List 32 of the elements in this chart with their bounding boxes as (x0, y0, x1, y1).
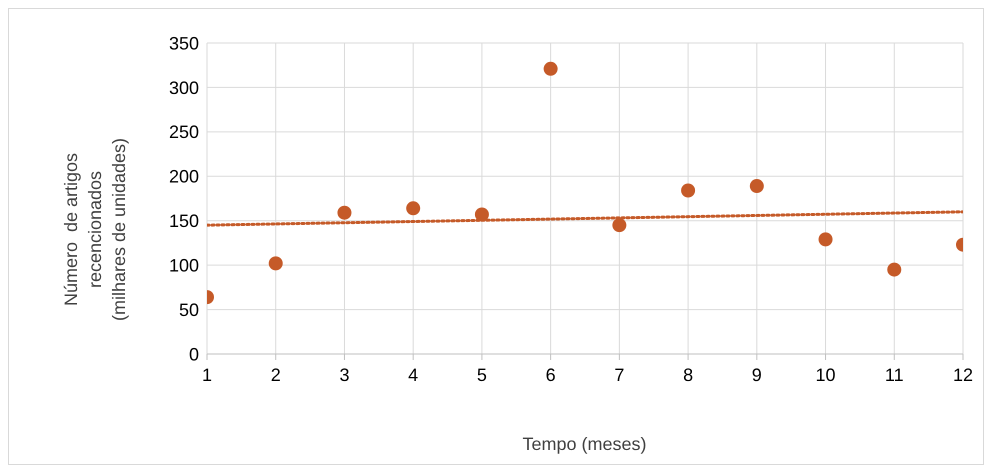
x-tick-label: 8 (683, 364, 694, 385)
y-axis-title: Número de artigos recencionados (milhares de unidades) (61, 138, 129, 322)
x-tick-label: 5 (476, 364, 487, 385)
x-tick-label: 12 (952, 364, 974, 385)
x-axis-title: Tempo (meses) (521, 434, 648, 455)
point (612, 218, 626, 232)
x-tick-label: 6 (546, 364, 556, 385)
y-tick-label: 100 (168, 256, 199, 276)
x-tick-label: 4 (408, 364, 418, 385)
x-tick-label: 10 (816, 364, 836, 385)
y-tick-label: 350 (168, 33, 199, 54)
point (474, 207, 489, 222)
y-tick-label: 250 (168, 122, 199, 142)
point (887, 262, 902, 277)
x-tick-label: 7 (614, 364, 624, 385)
point (406, 201, 420, 216)
y-tick-label: 200 (168, 166, 199, 187)
point (544, 62, 558, 76)
point (268, 256, 283, 270)
x-tick-label: 11 (884, 364, 904, 385)
x-tick-label: 1 (202, 364, 212, 385)
point (750, 179, 764, 194)
y-tick-label: 150 (168, 211, 199, 232)
point (681, 184, 696, 198)
y-tick-label: 300 (168, 78, 199, 98)
point (818, 232, 833, 246)
x-tick-label: 3 (339, 364, 350, 385)
point (337, 206, 352, 220)
y-tick-label: 50 (178, 300, 199, 320)
y-tick-label: 0 (188, 344, 199, 364)
x-tick-label: 9 (752, 364, 762, 385)
x-tick-label: 2 (270, 364, 281, 385)
